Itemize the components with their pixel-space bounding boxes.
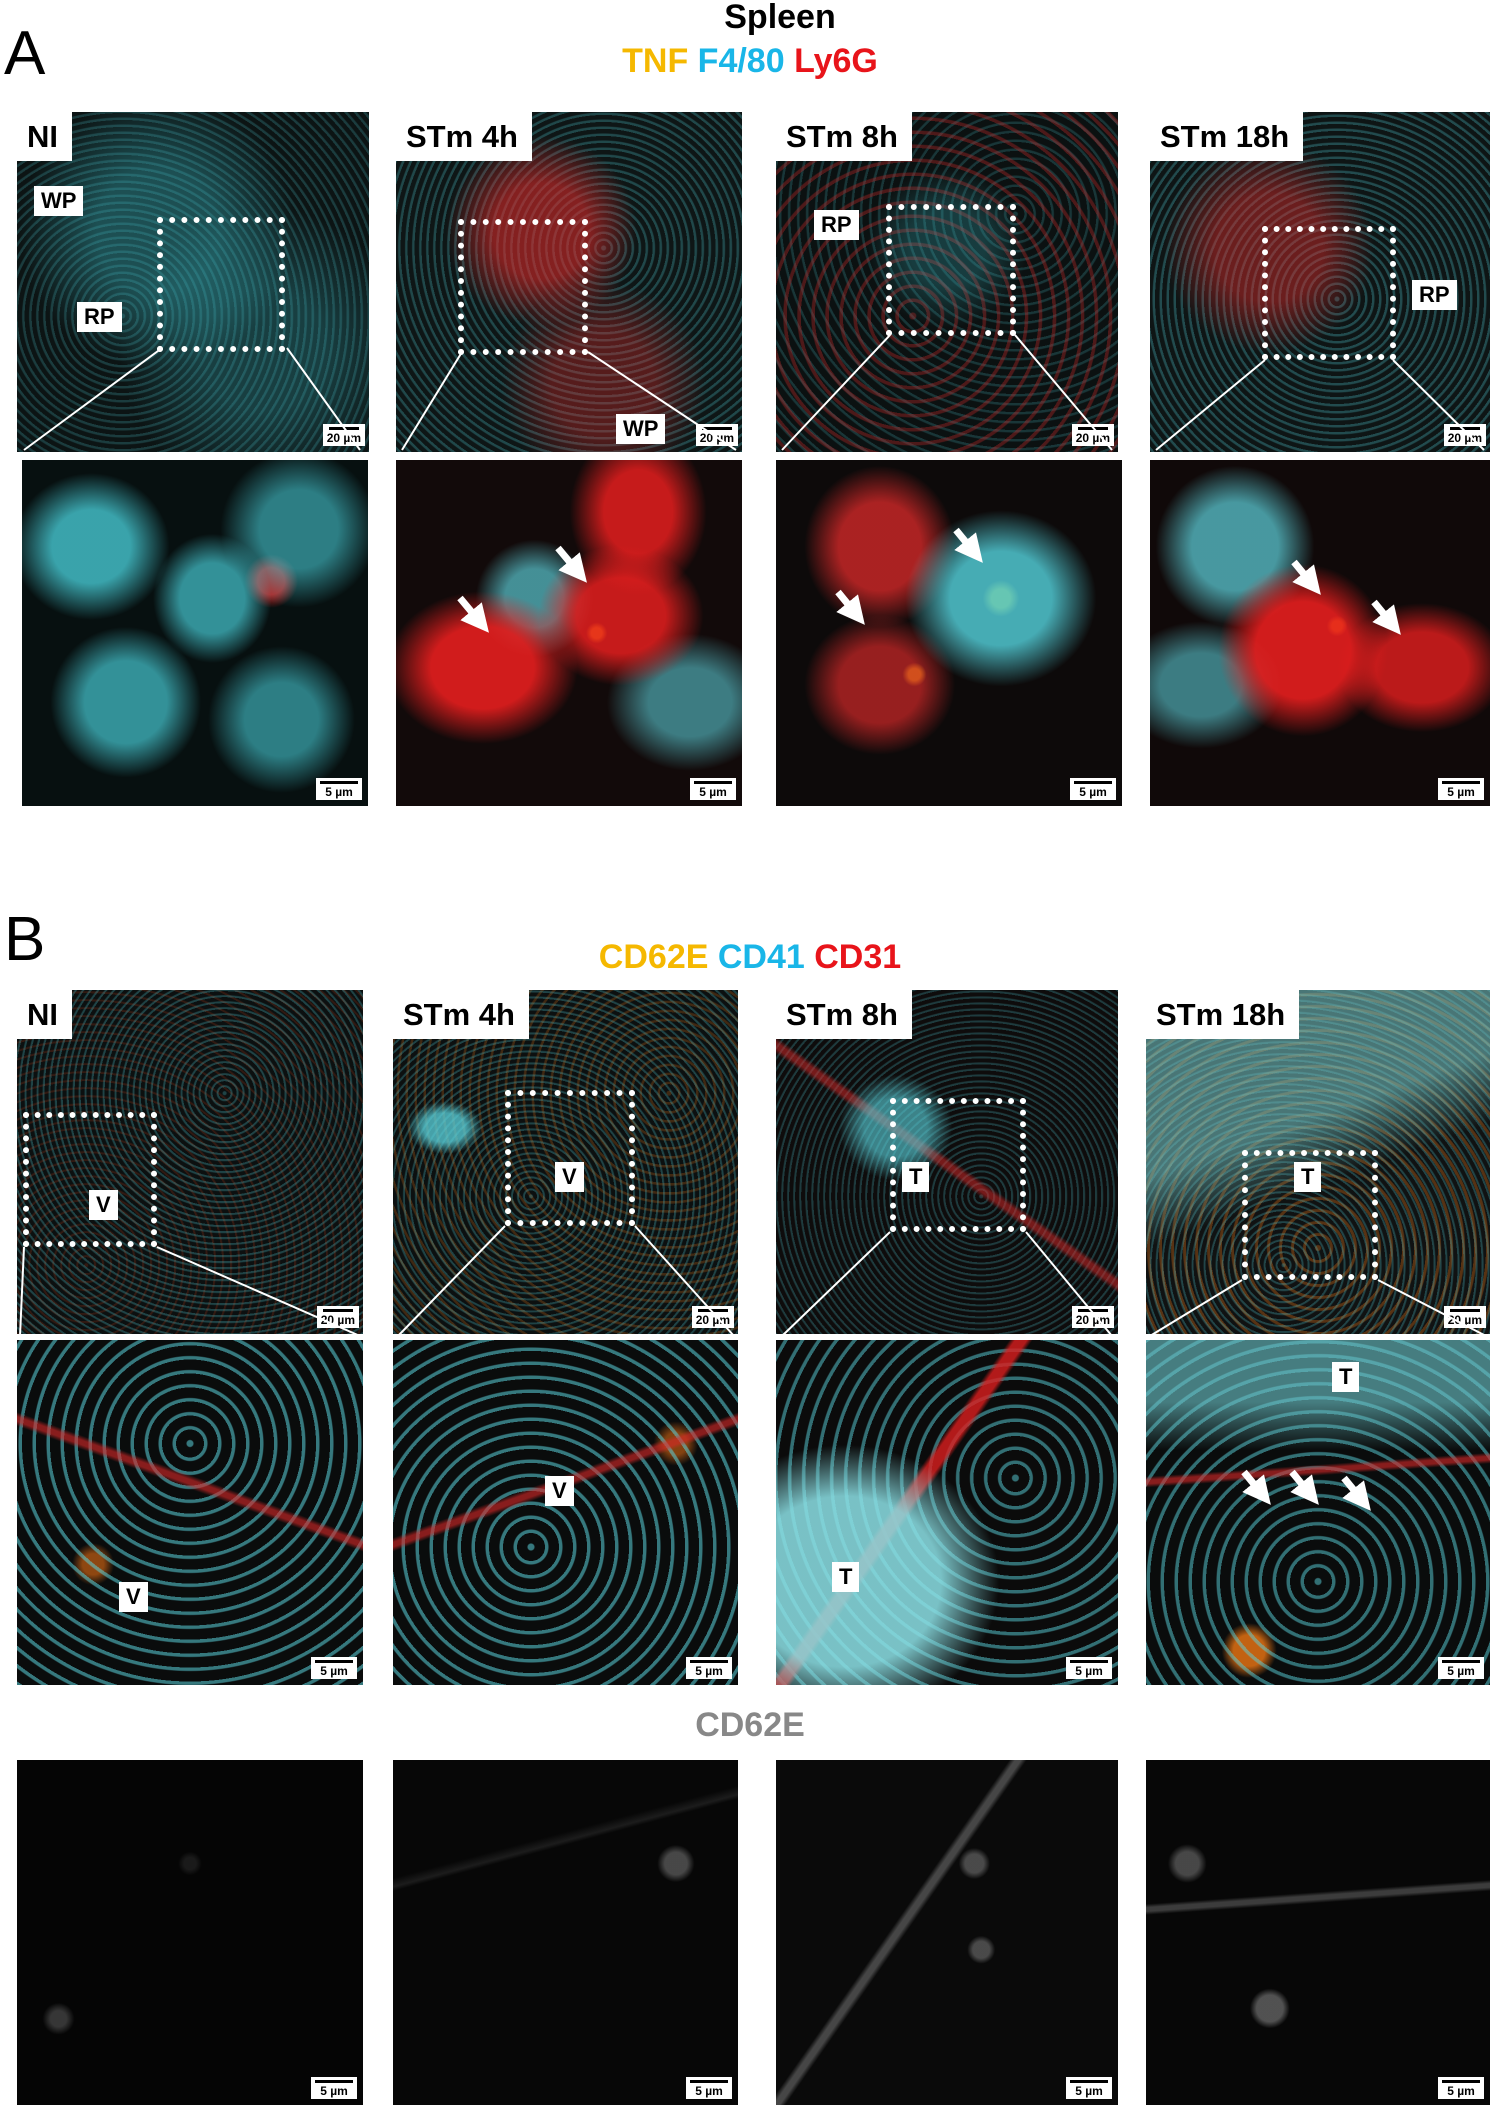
region-vessel: V — [119, 1582, 148, 1612]
legend-ly6g: Ly6G — [794, 42, 878, 80]
region-thrombus: T — [902, 1162, 930, 1192]
scale-bar: 5 µm — [311, 2077, 357, 2099]
arrow-icon — [457, 527, 1401, 635]
zoom-region-box — [458, 219, 588, 355]
condition-label: STm 8h — [776, 990, 912, 1040]
panel-a-zoom-stm4h: 5 µm — [396, 460, 742, 806]
panel-b-gray-stm18h: 5 µm — [1146, 1760, 1490, 2105]
scale-bar: 5 µm — [1438, 778, 1484, 800]
region-wp: WP — [34, 186, 84, 216]
panel-b-gray-ni: 5 µm — [17, 1760, 363, 2105]
region-thrombus: T — [1332, 1362, 1360, 1392]
panel-b-legend: CD62E CD41 CD31 — [540, 938, 960, 977]
legend-f480: F4/80 — [697, 42, 785, 80]
region-vessel: V — [89, 1190, 118, 1220]
scale-bar: 5 µm — [686, 2077, 732, 2099]
condition-label: STm 18h — [1150, 112, 1304, 162]
zoom-connector-lines — [23, 334, 1485, 451]
panel-b-gray-stm4h: 5 µm — [393, 1760, 738, 2105]
region-thrombus: T — [832, 1562, 860, 1592]
panel-a-zoom-ni: 5 µm — [22, 460, 368, 806]
scale-bar: 5 µm — [690, 778, 736, 800]
zoom-region-box — [890, 1098, 1026, 1232]
panel-b-zoom-stm18h: T 5 µm — [1146, 1340, 1490, 1685]
condition-label: STm 4h — [396, 112, 532, 162]
panel-b-zoom-stm8h: T 5 µm — [776, 1340, 1118, 1685]
panel-a-zoom-stm8h: 5 µm — [776, 460, 1122, 806]
region-rp: RP — [1412, 280, 1457, 310]
condition-label: NI — [17, 990, 72, 1040]
panel-b-letter: B — [4, 905, 46, 974]
zoom-region-box — [23, 1112, 157, 1247]
zoom-region-box — [1262, 226, 1396, 360]
zoom-region-box — [1242, 1150, 1378, 1280]
region-thrombus: T — [1294, 1162, 1322, 1192]
zoom-region-box — [157, 217, 285, 352]
condition-label: STm 8h — [776, 112, 912, 162]
panel-b-overview-ni: NI V 20 µm — [17, 990, 363, 1334]
scale-bar: 5 µm — [1438, 1657, 1484, 1679]
condition-label: STm 4h — [393, 990, 529, 1040]
panel-a-overview-stm4h: STm 4h WP 20 µm — [396, 112, 742, 452]
region-rp: RP — [77, 302, 122, 332]
region-rp: RP — [814, 210, 859, 240]
panel-a-zoom-stm18h: 5 µm — [1150, 460, 1490, 806]
panel-a-overview-ni: NI WP RP 20 µm — [17, 112, 369, 452]
scale-bar: 5 µm — [1066, 2077, 1112, 2099]
region-vessel: V — [555, 1162, 584, 1192]
panel-a-letter: A — [4, 19, 46, 88]
scale-bar: 5 µm — [1066, 1657, 1112, 1679]
scale-bar: 5 µm — [686, 1657, 732, 1679]
panel-b-overview-stm18h: STm 18h T 20 µm — [1146, 990, 1490, 1334]
panel-b-gray-stm8h: 5 µm — [776, 1760, 1118, 2105]
zoom-connector-lines — [0, 0, 1498, 1360]
scale-bar: 20 µm — [1443, 1306, 1486, 1328]
arrow-icon — [1241, 1469, 1371, 1511]
panel-a-legend: TNF F4/80 Ly6G — [560, 42, 940, 81]
panel-a-title: Spleen — [724, 0, 836, 36]
legend-cd31: CD31 — [814, 938, 902, 976]
condition-label: NI — [17, 112, 72, 162]
panel-a-overview-stm18h: STm 18h RP 20 µm — [1150, 112, 1490, 452]
scale-bar: 5 µm — [311, 1657, 357, 1679]
zoom-region-box — [886, 204, 1016, 336]
legend-tnf: TNF — [622, 42, 689, 80]
condition-label: STm 18h — [1146, 990, 1300, 1040]
legend-cd62e: CD62E — [598, 938, 709, 976]
scale-bar: 5 µm — [316, 778, 362, 800]
scale-bar: 5 µm — [1070, 778, 1116, 800]
region-vessel: V — [545, 1476, 574, 1506]
scale-bar: 5 µm — [1438, 2077, 1484, 2099]
grayscale-caption: CD62E — [695, 1706, 805, 1744]
panel-b-zoom-ni: V 5 µm — [17, 1340, 363, 1685]
panel-b-zoom-stm4h: V 5 µm — [393, 1340, 738, 1685]
region-wp: WP — [616, 414, 666, 444]
panel-b-overview-stm8h: STm 8h T 20 µm — [776, 990, 1118, 1334]
legend-cd41: CD41 — [717, 938, 805, 976]
zoom-region-box — [505, 1090, 635, 1226]
